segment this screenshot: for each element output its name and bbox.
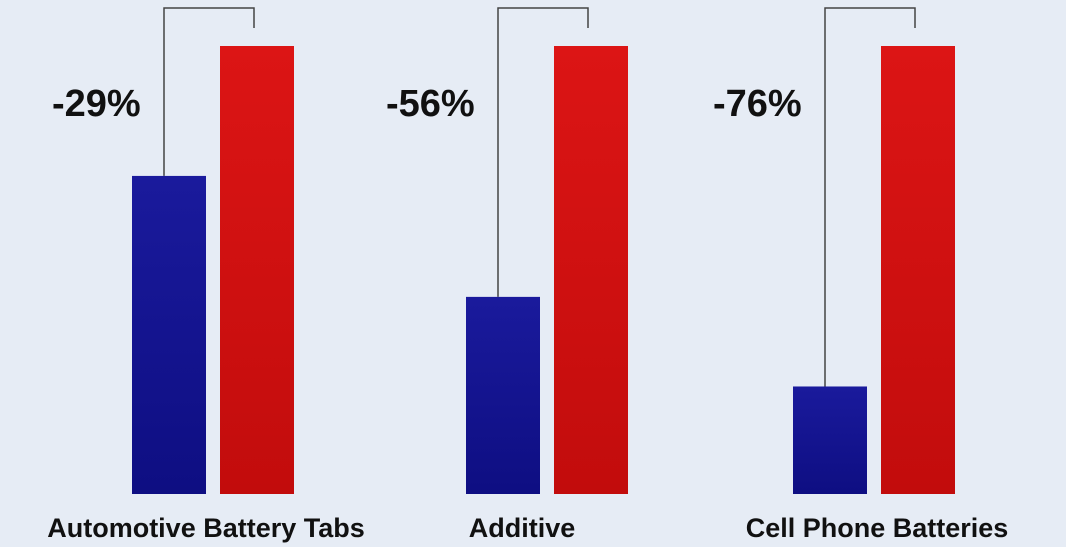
change-label: -76% xyxy=(713,83,802,125)
bar-additive-red xyxy=(554,46,628,494)
bar-group-additive: -56% Additive xyxy=(386,7,628,543)
bar-cell-phone-batteries-blue xyxy=(793,386,867,494)
bar-automotive-battery-tabs-blue xyxy=(132,175,206,495)
change-bracket xyxy=(824,7,916,387)
change-label: -56% xyxy=(386,83,475,125)
category-label: Cell Phone Batteries xyxy=(746,513,1009,543)
bar-additive-blue xyxy=(466,296,540,494)
bar-automotive-battery-tabs-red xyxy=(220,46,294,494)
change-label: -29% xyxy=(52,83,141,125)
bar-group-automotive-battery-tabs: -29% Automotive Battery Tabs xyxy=(47,7,365,543)
category-label: Automotive Battery Tabs xyxy=(47,513,365,543)
category-label: Additive xyxy=(469,513,576,543)
change-bracket xyxy=(163,7,255,176)
bar-group-cell-phone-batteries: -76% Cell Phone Batteries xyxy=(713,7,1009,543)
bar-cell-phone-batteries-red xyxy=(881,46,955,494)
change-bracket xyxy=(497,7,589,297)
